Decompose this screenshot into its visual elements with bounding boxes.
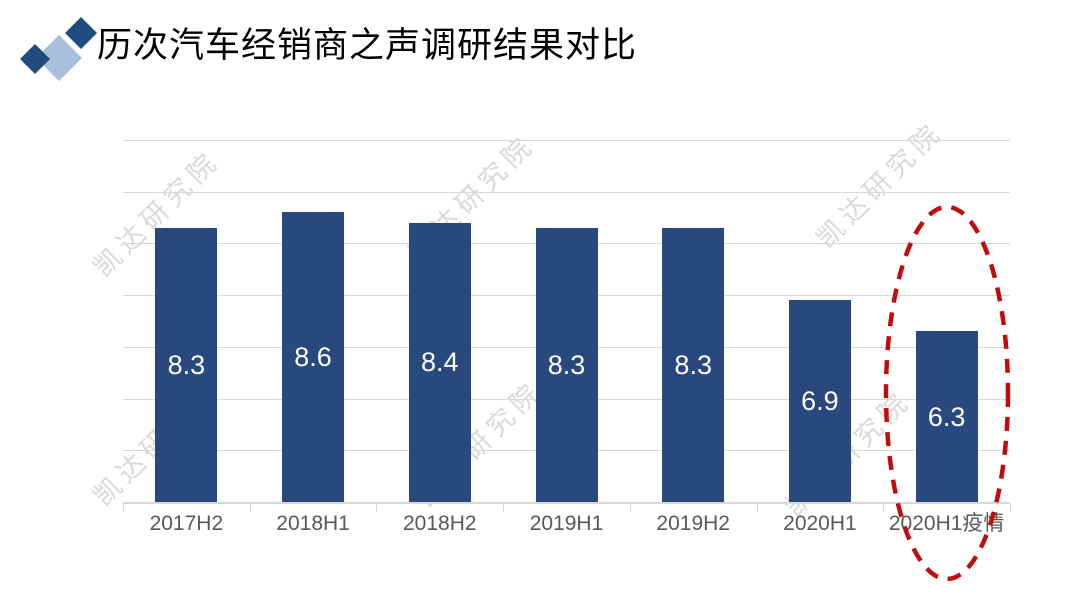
bar-2018H1 [282, 212, 345, 502]
bar-value-label: 6.9 [801, 386, 839, 417]
bar-value-label: 8.3 [167, 349, 206, 380]
x-axis-tick [883, 504, 885, 512]
category-label-2018H2: 2018H2 [403, 512, 477, 535]
category-label-2017H2: 2017H2 [149, 512, 224, 535]
diamond-dark-bottom [20, 44, 50, 74]
x-axis-tick [249, 504, 251, 512]
category-label-2018H1: 2018H1 [276, 512, 350, 535]
category-label-2019H2: 2019H2 [656, 512, 730, 535]
bar-2018H2 [408, 222, 471, 502]
x-axis-tick [376, 504, 378, 512]
diamond-dark-top [65, 17, 97, 49]
category-label-2020H1: 2020H1 [783, 512, 857, 535]
bar-2019H1 [535, 227, 598, 502]
x-axis-tick [1010, 504, 1011, 512]
page-title: 历次汽车经销商之声调研结果对比 [97, 26, 638, 65]
gridline [123, 140, 1010, 141]
x-axis-line [123, 502, 1010, 504]
diamond-light [36, 35, 82, 81]
x-axis-tick [123, 504, 124, 512]
bar-2019H2 [662, 227, 725, 502]
x-axis-tick [629, 504, 631, 512]
bar-value-label: 8.3 [674, 349, 712, 380]
x-axis-tick [756, 504, 758, 512]
category-label-2019H1: 2019H1 [529, 512, 604, 535]
bar-value-label: 8.4 [421, 347, 459, 378]
diamond-cluster-icon [20, 17, 97, 81]
bar-2017H2 [155, 227, 218, 502]
x-axis-tick [503, 504, 505, 512]
gridline [123, 191, 1010, 193]
bar-value-label: 8.3 [547, 349, 586, 380]
bar-value-label: 8.6 [294, 342, 332, 373]
bar-2020H1 [788, 300, 851, 502]
